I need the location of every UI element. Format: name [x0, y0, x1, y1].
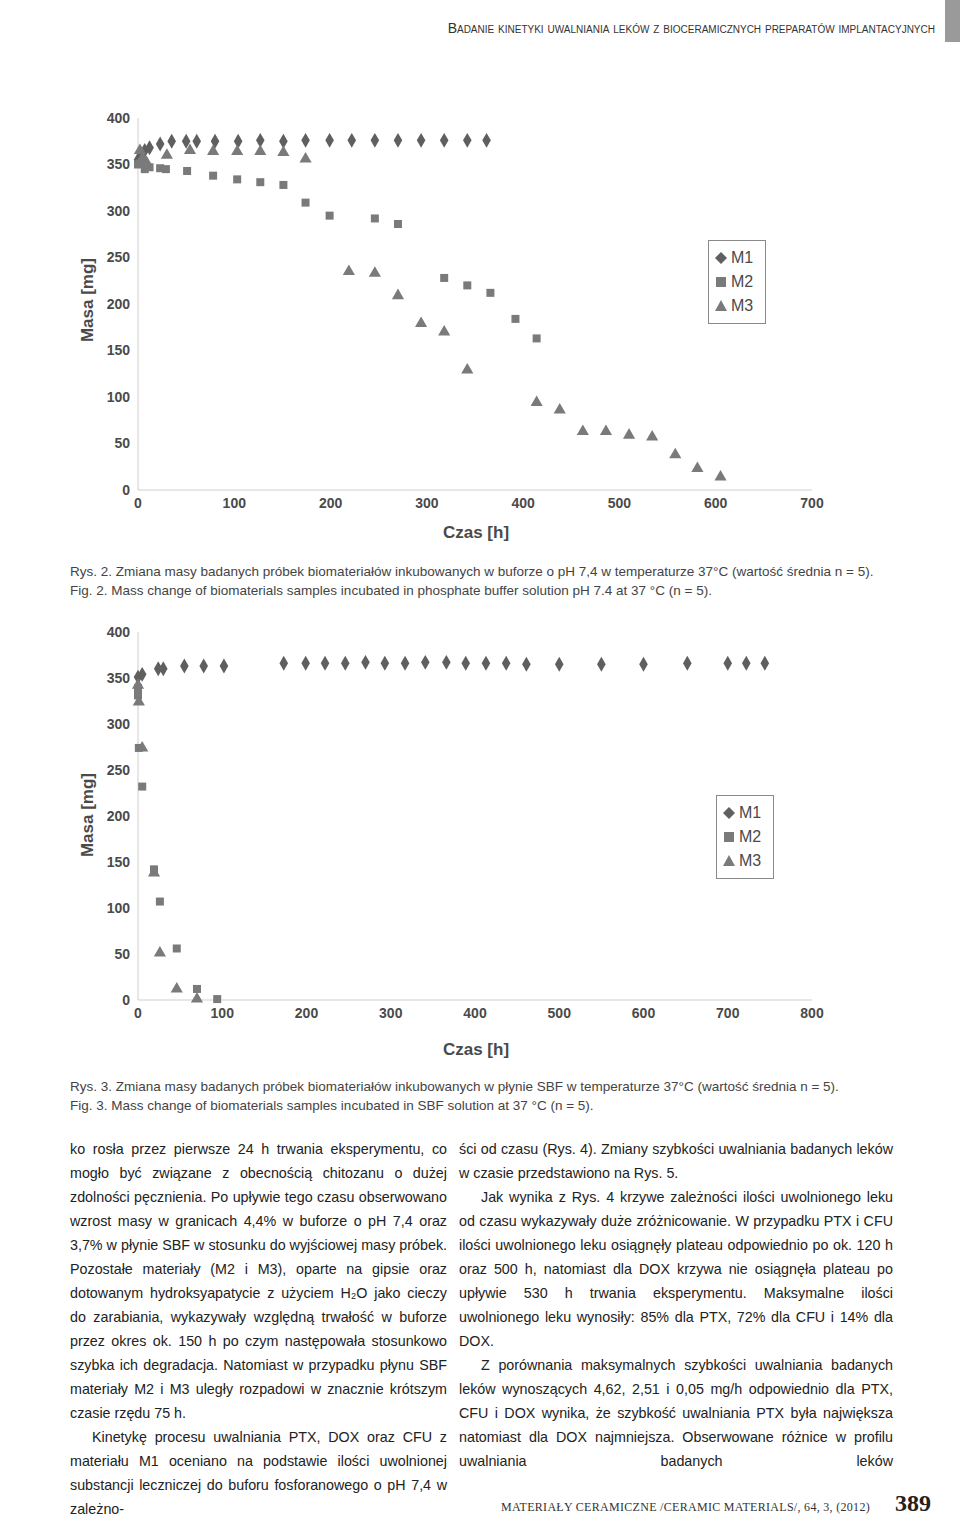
html-text:ści od czasu (Rys. 4). Zmiany: ści od czasu (Rys. 4). Zmiany szybkości … [459, 1141, 893, 1181]
html-text:M2: M2 [739, 828, 762, 845]
svg-text:350: 350 [107, 670, 131, 686]
svg-text:250: 250 [107, 249, 131, 265]
html-text:M2: M2 [731, 273, 754, 290]
html-text:Rys. 2. Zmiana masy badanych p: Rys. 2. Zmiana masy badanych próbek biom… [70, 564, 874, 579]
svg-text:350: 350 [107, 156, 131, 172]
svg-text:200: 200 [107, 808, 131, 824]
svg-text:400: 400 [107, 110, 131, 126]
svg-text:800: 800 [800, 1005, 824, 1021]
svg-text:100: 100 [107, 900, 131, 916]
svg-text:0: 0 [122, 482, 130, 498]
html-text:Badanie kinetyki uwalniania le: Badanie kinetyki uwalniania leków z bioc… [447, 20, 935, 36]
svg-text:400: 400 [107, 624, 131, 640]
html-text:389: 389 [895, 1490, 931, 1516]
svg-text:100: 100 [211, 1005, 235, 1021]
svg-text:150: 150 [107, 854, 131, 870]
html-text:M3: M3 [731, 297, 754, 314]
svg-text:50: 50 [114, 946, 130, 962]
svg-text:400: 400 [511, 495, 535, 511]
html-text:Masa [mg]: Masa [mg] [78, 258, 97, 342]
svg-text:0: 0 [134, 495, 142, 511]
html-text:Masa [mg]: Masa [mg] [78, 773, 97, 857]
svg-text:400: 400 [463, 1005, 487, 1021]
html-text:M1: M1 [731, 249, 754, 266]
svg-text:600: 600 [632, 1005, 656, 1021]
svg-text:500: 500 [548, 1005, 572, 1021]
html-text:MATERIAŁY CERAMICZNE /CERAMIC: MATERIAŁY CERAMICZNE /CERAMIC MATERIALS/… [500, 1500, 870, 1514]
svg-text:700: 700 [800, 495, 824, 511]
html-text:M1: M1 [739, 804, 762, 821]
html-text:Z porównania maksymalnych szyb: Z porównania maksymalnych szybkości uwal… [459, 1357, 893, 1469]
svg-text:0: 0 [122, 992, 130, 1008]
svg-text:250: 250 [107, 762, 131, 778]
svg-text:600: 600 [704, 495, 728, 511]
html-text:ko rosła przez pierwsze 24 h t: ko rosła przez pierwsze 24 h trwania eks… [70, 1141, 447, 1421]
svg-text:200: 200 [319, 495, 343, 511]
svg-text:100: 100 [223, 495, 247, 511]
svg-text:150: 150 [107, 342, 131, 358]
svg-text:300: 300 [379, 1005, 403, 1021]
html-text:Czas [h]: Czas [h] [442, 523, 510, 542]
svg-text:500: 500 [608, 495, 632, 511]
html-text:Czas [h]: Czas [h] [442, 1040, 510, 1059]
svg-text:0: 0 [134, 1005, 142, 1021]
svg-text:300: 300 [107, 716, 131, 732]
html-text:M3: M3 [739, 852, 762, 869]
svg-text:700: 700 [716, 1005, 740, 1021]
svg-text:200: 200 [295, 1005, 319, 1021]
html-text:Rys. 3. Zmiana masy badanych p: Rys. 3. Zmiana masy badanych próbek biom… [70, 1079, 839, 1094]
svg-text:50: 50 [114, 435, 130, 451]
svg-text:200: 200 [107, 296, 131, 312]
svg-text:300: 300 [107, 203, 131, 219]
html-text:Fig. 2. Mass change of biomate: Fig. 2. Mass change of biomaterials samp… [70, 583, 712, 598]
html-text:Kinetykę procesu uwalniania PT: Kinetykę procesu uwalniania PTX, DOX ora… [70, 1429, 447, 1517]
svg-text:100: 100 [107, 389, 131, 405]
html-text:Jak wynika z Rys. 4 krzywe zal: Jak wynika z Rys. 4 krzywe zależności il… [459, 1189, 893, 1349]
svg-text:300: 300 [415, 495, 439, 511]
html-text:Fig. 3. Mass change of biomate: Fig. 3. Mass change of biomaterials samp… [70, 1098, 594, 1113]
